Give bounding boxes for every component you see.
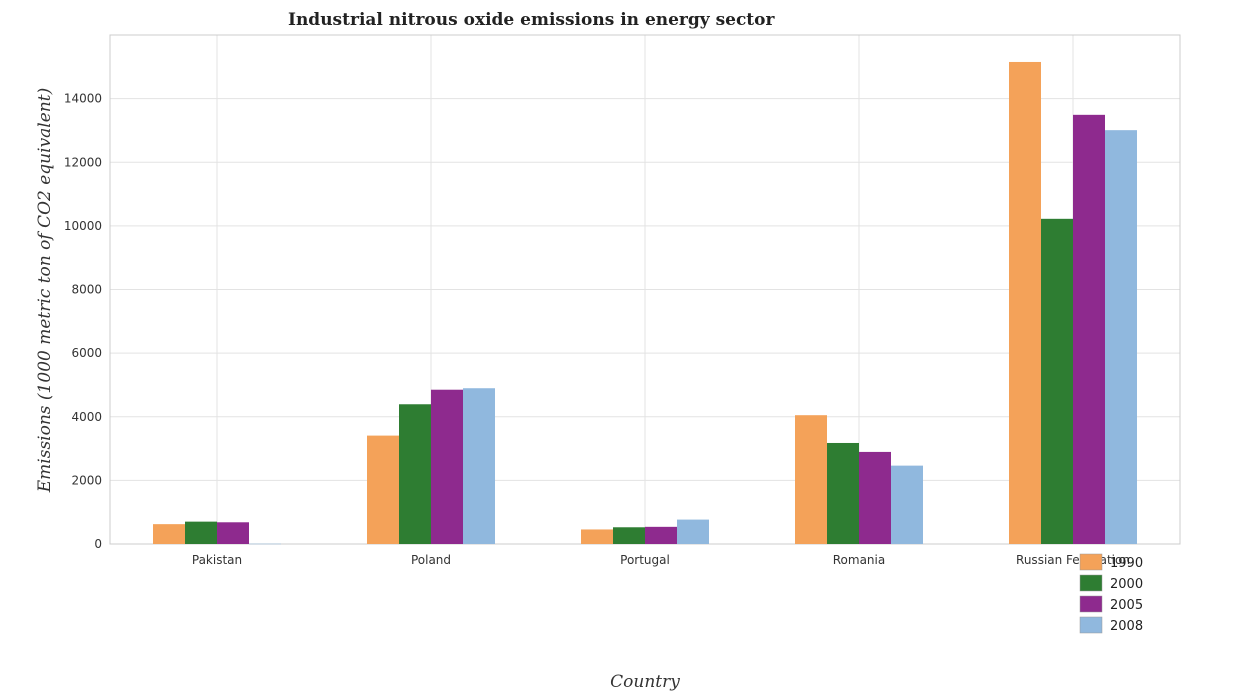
bar-2000-pakistan: [185, 521, 217, 544]
y-tick-label: 8000: [71, 283, 102, 297]
y-tick-label: 10000: [64, 219, 102, 233]
legend-swatch-2008: [1079, 616, 1103, 634]
bar-2008-portugal: [677, 519, 709, 544]
y-axis-label: Emissions (1000 metric ton of CO2 equiva…: [35, 88, 55, 493]
x-axis-label: Country: [610, 672, 680, 692]
bar-2008-pakistan: [249, 543, 281, 545]
legend-swatch-2000: [1079, 574, 1103, 592]
bar-2000-russian-federation: [1041, 218, 1073, 545]
x-tick-label: Romania: [833, 553, 885, 567]
legend: 1990 2000 2005 2008: [1079, 553, 1143, 634]
x-tick-label: Pakistan: [192, 553, 242, 567]
legend-swatch-2005: [1079, 595, 1103, 613]
y-tick-label: 2000: [71, 473, 102, 487]
y-axis-ticks: 0 2000 4000 6000 8000 10000 12000 14000: [64, 92, 102, 551]
legend-label-1990: 1990: [1110, 556, 1143, 571]
bar-2000-poland: [399, 404, 431, 544]
legend-label-2000: 2000: [1110, 577, 1143, 592]
bar-2008-poland: [463, 388, 495, 544]
y-tick-label: 4000: [71, 410, 102, 424]
legend-swatch-1990: [1079, 553, 1103, 571]
y-tick-label: 0: [94, 537, 102, 551]
bar-2000-portugal: [613, 527, 645, 544]
bar-2005-romania: [859, 451, 891, 544]
bar-1990-russian-federation: [1009, 61, 1041, 544]
bar-2005-portugal: [645, 526, 677, 544]
x-axis-ticks: Pakistan Poland Portugal Romania Russian Fed…: [192, 553, 1130, 567]
bar-2000-romania: [827, 442, 859, 544]
x-tick-label: Portugal: [620, 553, 670, 567]
bar-2008-romania: [891, 465, 923, 544]
bar-2005-pakistan: [217, 522, 249, 544]
bars: [153, 61, 1137, 545]
x-tick-label: Poland: [411, 553, 451, 567]
bar-2008-russian-federation: [1105, 130, 1137, 544]
bar-1990-romania: [795, 415, 827, 544]
y-tick-label: 6000: [71, 346, 102, 360]
bar-1990-poland: [367, 435, 399, 544]
bar-2005-russian-federation: [1073, 114, 1105, 544]
legend-label-2005: 2005: [1110, 598, 1143, 613]
y-tick-label: 14000: [64, 92, 102, 106]
bar-1990-portugal: [581, 529, 613, 544]
bar-2005-poland: [431, 389, 463, 544]
bar-1990-pakistan: [153, 524, 185, 544]
chart-title: Industrial nitrous oxide emissions in en…: [288, 10, 776, 30]
legend-label-2008: 2008: [1110, 619, 1143, 634]
y-tick-label: 12000: [64, 155, 102, 169]
